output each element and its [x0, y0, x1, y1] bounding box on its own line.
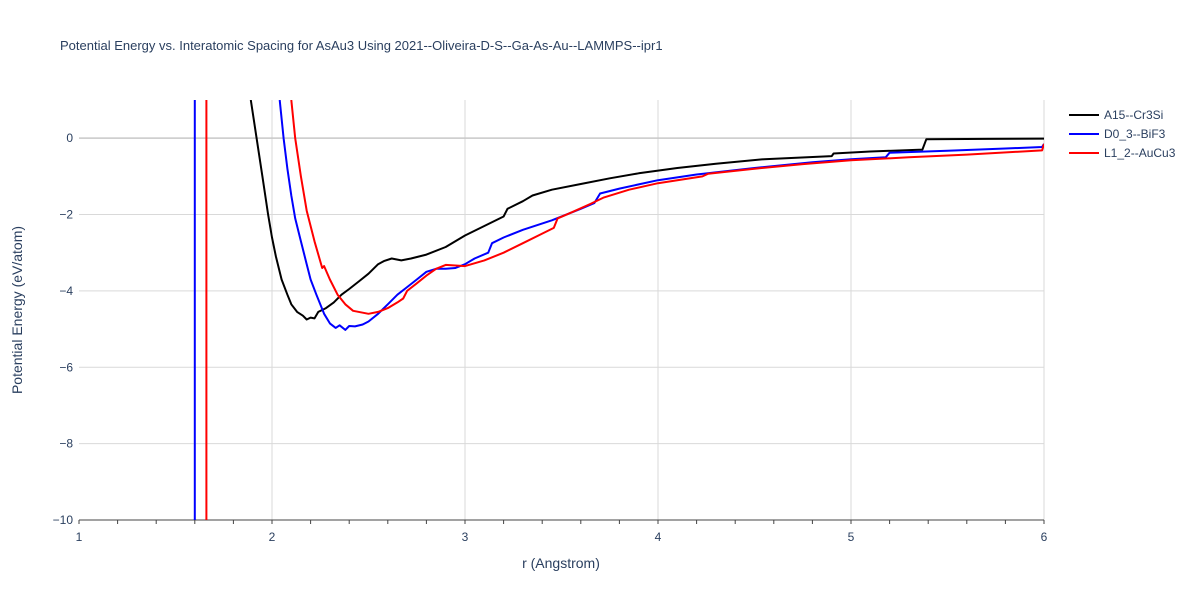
x-tick-label: 4 — [655, 530, 662, 544]
y-tick-label: −2 — [59, 208, 73, 222]
x-tick-label: 5 — [848, 530, 855, 544]
legend-item-label[interactable]: L1_2--AuCu3 — [1104, 146, 1176, 160]
y-tick-label: −8 — [59, 437, 73, 451]
y-axis-title: Potential Energy (eV/atom) — [9, 226, 25, 394]
tick-labels: 1 2 3 4 5 6 0 −2 −4 −6 −8 −10 — [53, 131, 1048, 544]
x-tick-label: 3 — [462, 530, 469, 544]
legend-item-label[interactable]: D0_3--BiF3 — [1104, 127, 1166, 141]
series-line[interactable] — [249, 100, 1044, 321]
legend[interactable]: A15--Cr3Si D0_3--BiF3 L1_2--AuCu3 — [1069, 108, 1176, 160]
chart-title: Potential Energy vs. Interatomic Spacing… — [60, 38, 663, 53]
series-line[interactable] — [205, 100, 1044, 520]
plot-area — [193, 100, 1044, 520]
legend-item-label[interactable]: A15--Cr3Si — [1104, 108, 1163, 122]
y-tick-label: 0 — [66, 131, 73, 145]
y-tick-label: −10 — [53, 513, 74, 527]
x-axis-title: r (Angstrom) — [522, 555, 600, 571]
x-tick-label: 2 — [269, 530, 276, 544]
x-tick-label: 6 — [1041, 530, 1048, 544]
x-tick-label: 1 — [76, 530, 83, 544]
y-tick-label: −4 — [59, 284, 73, 298]
y-tick-label: −6 — [59, 360, 73, 374]
